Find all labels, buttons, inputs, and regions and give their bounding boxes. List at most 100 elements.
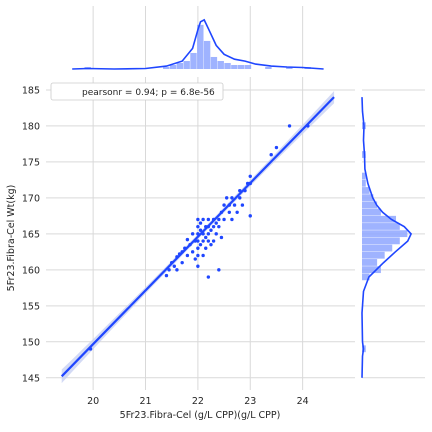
histogram-bar xyxy=(362,223,400,230)
histogram-bar xyxy=(203,40,211,69)
x-kde-curve xyxy=(72,18,324,70)
scatter-point xyxy=(248,174,252,178)
x-tick-label: 22 xyxy=(192,396,204,407)
scatter-point xyxy=(164,273,169,278)
scatter-point xyxy=(209,228,213,232)
scatter-point xyxy=(219,235,224,240)
scatter-point xyxy=(230,217,234,222)
scatter-point xyxy=(196,246,200,250)
scatter-point xyxy=(185,237,190,242)
scatter-point xyxy=(190,250,195,254)
histogram-bar xyxy=(190,52,197,69)
scatter-point xyxy=(172,264,177,268)
scatter-point xyxy=(201,239,205,243)
y-tick-label: 175 xyxy=(22,157,40,168)
x-tick-labels: 20 21 22 23 24 xyxy=(87,396,309,407)
histogram-bar xyxy=(217,60,224,69)
scatter-point xyxy=(180,260,184,265)
scatter-point xyxy=(196,253,200,258)
legend: pearsonr = 0.94; p = 6.8e-56 xyxy=(50,82,224,101)
scatter-point xyxy=(206,232,211,236)
histogram-bar xyxy=(169,64,177,69)
top-marginal-histogram xyxy=(72,18,324,70)
scatter-point xyxy=(196,217,200,222)
y-tick-label: 160 xyxy=(22,265,40,276)
legend-annotation: pearsonr = 0.94; p = 6.8e-56 xyxy=(82,88,215,98)
x-tick-label: 24 xyxy=(297,396,309,407)
histogram-bar xyxy=(362,230,408,238)
y-tick-labels: 145 150 155 160 165 170 175 180 185 xyxy=(22,85,40,384)
y-tick-label: 155 xyxy=(22,301,40,312)
scatter-point xyxy=(222,217,226,222)
y-tick-label: 150 xyxy=(22,337,40,348)
scatter-point xyxy=(185,253,190,258)
histogram-bar xyxy=(362,194,374,202)
histogram-bar xyxy=(362,201,378,209)
regression-line xyxy=(60,96,335,378)
scatter-point xyxy=(227,210,232,214)
scatter-point xyxy=(214,221,218,225)
histogram-bar xyxy=(265,66,272,69)
x-tick-label: 23 xyxy=(244,396,256,407)
scatter-point xyxy=(232,203,237,207)
scatter-point xyxy=(198,221,203,225)
scatter-point xyxy=(206,239,211,243)
histogram-bar xyxy=(362,251,385,259)
right-marginal-histogram xyxy=(361,97,413,378)
histogram-bar xyxy=(362,187,370,194)
scatter-point xyxy=(198,242,203,247)
y-axis-label: 5Fr23.Fibra-Cel Wt(kg) xyxy=(6,185,17,292)
scatter-point xyxy=(217,217,221,222)
histogram-bar xyxy=(362,179,366,187)
scatter-point xyxy=(287,124,292,128)
histogram-bar xyxy=(163,66,170,69)
scatter-point xyxy=(206,217,211,222)
scatter-point xyxy=(230,196,234,200)
scatter-point xyxy=(217,268,221,272)
scatter-point xyxy=(211,224,216,229)
scatter-point xyxy=(175,268,179,272)
scatter-point xyxy=(217,224,221,229)
histogram-bar xyxy=(362,237,400,245)
scatter-point xyxy=(201,253,205,258)
histogram-bar xyxy=(210,56,218,69)
histogram-bar xyxy=(231,64,238,69)
y-tick-label: 180 xyxy=(22,121,40,132)
histogram-bar xyxy=(176,62,184,69)
scatter-point xyxy=(269,153,273,157)
histogram-bar xyxy=(244,64,252,69)
y-tick-label: 170 xyxy=(22,193,40,204)
scatter-point xyxy=(224,196,229,200)
histogram-bar xyxy=(362,244,393,252)
histogram-bar xyxy=(362,215,397,223)
scatter-point xyxy=(214,232,218,236)
histogram-bar xyxy=(362,259,378,266)
scatter-point xyxy=(198,228,203,232)
scatter-point xyxy=(235,210,239,214)
histogram-bar xyxy=(362,172,366,180)
scatter-point xyxy=(206,275,211,279)
scatter-point xyxy=(211,239,216,243)
x-tick-label: 20 xyxy=(87,396,99,407)
regression-line-path xyxy=(60,96,335,378)
scatter-point xyxy=(204,235,208,240)
histogram-bar xyxy=(286,66,293,69)
histogram-bar xyxy=(237,64,245,69)
y-tick-label: 165 xyxy=(22,229,40,240)
scatter-point xyxy=(193,257,197,261)
scatter-point xyxy=(238,196,242,200)
y-tick-label: 185 xyxy=(22,85,40,96)
x-axis-label: 5Fr23.Fibra-Cel (g/L CPP)(g/L CPP) xyxy=(120,410,281,421)
scatter-point xyxy=(196,264,200,268)
histogram-bar xyxy=(362,273,370,281)
scatter-point xyxy=(240,203,245,207)
y-kde-curve xyxy=(361,97,413,378)
scatter-point xyxy=(201,217,205,222)
scatter-point xyxy=(204,246,208,250)
scatter-point xyxy=(209,242,213,247)
histogram-bar xyxy=(362,208,381,216)
y-tick-label: 145 xyxy=(22,373,40,384)
scatter-point xyxy=(196,224,200,229)
scatter-point xyxy=(222,203,226,207)
